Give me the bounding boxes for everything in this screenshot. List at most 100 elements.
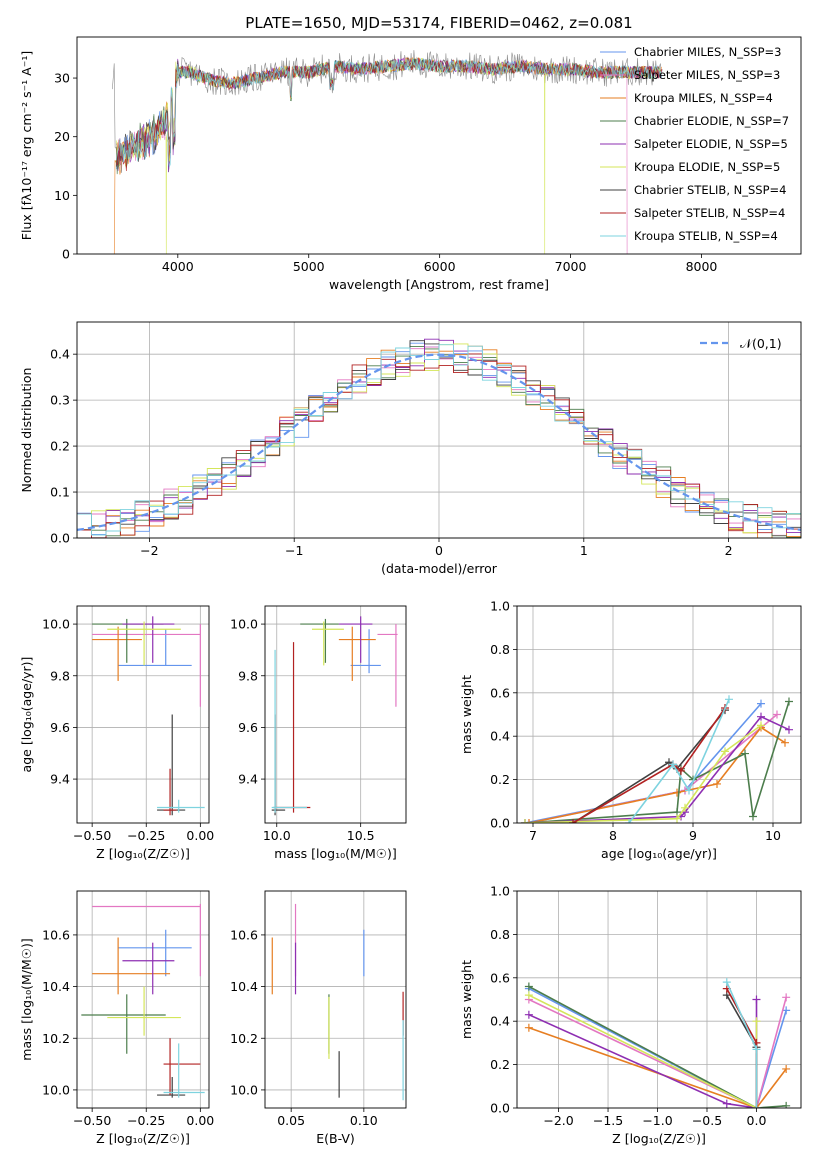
x-tick-label: 7000 <box>555 259 587 274</box>
y-axis-label: mass weight <box>459 960 474 1039</box>
weight-line-salpeter-miles <box>528 713 778 823</box>
weight-point-kroupa-elodie <box>757 721 765 730</box>
weight-point-kroupa-stelib <box>725 695 733 704</box>
histogram-salpeter-stelib <box>77 353 801 538</box>
x-tick-label: 4000 <box>162 259 194 274</box>
normal-curve <box>77 353 801 531</box>
y-tick-label: 9.4 <box>238 772 258 787</box>
x-tick-label: 8 <box>609 828 617 843</box>
y-tick-label: 10.0 <box>230 617 258 632</box>
weight-point-kroupa-miles <box>525 819 533 823</box>
y-tick-label: 9.8 <box>238 668 258 683</box>
x-tick-label: −1.0 <box>642 1113 672 1128</box>
weight-line-salpeter-stelib <box>726 988 758 1108</box>
y-axis-label: Normed distribution <box>19 368 34 493</box>
y-tick-label: 0.4 <box>490 729 510 744</box>
weight-point-kroupa-elodie <box>521 819 529 823</box>
weight-point-kroupa-stelib <box>669 760 677 769</box>
weight-point-kroupa-stelib <box>685 786 693 795</box>
x-axis-label: Z [log₁₀(Z/Z☉)] <box>612 1131 706 1146</box>
x-tick-label: 10 <box>765 828 781 843</box>
x-tick-label: 8000 <box>686 259 718 274</box>
weight-point-kroupa-elodie <box>524 991 533 1000</box>
y-tick-label: 1.0 <box>490 599 510 614</box>
weight-point-kroupa-stelib <box>625 819 633 823</box>
y-tick-label: 20 <box>54 129 70 144</box>
y-tick-label: 10.2 <box>42 1031 70 1046</box>
x-tick-label: 6000 <box>424 259 456 274</box>
mass-vs-ebv-panel: 0.05 0.10 10.0 10.2 10.4 10.6 E(B-V) <box>230 890 407 1146</box>
y-tick-label: 10.0 <box>42 617 70 632</box>
weight-point-salpeter-elodie <box>757 712 765 721</box>
weight-point-kroupa-miles <box>781 738 789 747</box>
weight-point-kroupa-elodie <box>673 814 681 823</box>
x-tick-label: 9 <box>689 828 697 843</box>
axes-frame <box>264 605 407 824</box>
x-tick-label: 0.05 <box>277 1113 305 1128</box>
weight-line-salpeter-miles <box>528 997 787 1108</box>
weight-point-kroupa-elodie <box>721 747 729 756</box>
massweight-vs-age-panel: 7 8 9 10 0.0 0.2 0.4 0.6 0.8 1.0 age [log₁₀(age/yr… <box>459 599 802 861</box>
weight-point-chabrier-elodie <box>782 1101 791 1108</box>
x-tick-label: 5000 <box>293 259 325 274</box>
y-tick-label: 0 <box>62 247 70 262</box>
weight-point-salpeter-elodie <box>524 1010 533 1019</box>
weight-line-kroupa-miles <box>528 726 786 823</box>
axes-frame <box>76 605 210 824</box>
spectrum-line-salpeter-miles <box>115 56 662 254</box>
chart-title: PLATE=1650, MJD=53174, FIBERID=0462, z=0… <box>245 14 632 32</box>
axes-frame <box>516 890 802 1109</box>
x-axis-label: Z [log₁₀(Z/Z☉)] <box>96 1131 190 1146</box>
axes-frame <box>516 605 802 824</box>
y-tick-label: 0.0 <box>50 531 70 546</box>
residual-histograms <box>77 338 801 538</box>
x-tick-label: −2 <box>140 543 158 558</box>
weight-line-kroupa-stelib <box>628 698 730 823</box>
y-tick-label: 10.2 <box>230 1031 258 1046</box>
spectrum-legend: Chabrier MILES, N_SSP=3 Salpeter MILES, N… <box>600 45 789 243</box>
weight-point-salpeter-miles <box>773 710 781 719</box>
legend-label: Chabrier STELIB, N_SSP=4 <box>634 183 786 197</box>
x-axis-label: age [log₁₀(age/yr)] <box>601 846 717 861</box>
legend-label: Salpeter STELIB, N_SSP=4 <box>634 206 785 220</box>
legend-label: Chabrier MILES, N_SSP=3 <box>634 45 781 59</box>
error-bars <box>81 903 205 1098</box>
weight-point-chabrier-elodie <box>524 982 533 991</box>
y-tick-label: 10.0 <box>42 1082 70 1097</box>
weight-line-chabrier-elodie <box>528 985 787 1108</box>
x-tick-label: −0.5 <box>692 1113 722 1128</box>
weight-line-chabrier-elodie <box>524 701 790 823</box>
weight-line-salpeter-stelib <box>572 707 726 823</box>
weight-line-chabrier-miles <box>528 987 787 1108</box>
weight-point-salpeter-stelib <box>677 766 685 775</box>
y-tick-label: 10.6 <box>230 927 258 942</box>
age-vs-z-panel: −0.50 −0.25 0.00 9.4 9.6 9.8 10.0 Z [log₁₀(Z/Z☉… <box>19 605 214 861</box>
weight-line-chabrier-stelib <box>572 709 726 823</box>
weight-line-kroupa-elodie <box>528 994 758 1108</box>
y-tick-label: 0.4 <box>490 1014 510 1029</box>
legend-label: Kroupa MILES, N_SSP=4 <box>634 91 773 105</box>
spectrum-line-kroupa-stelib <box>115 57 662 168</box>
y-tick-label: 10.0 <box>230 1082 258 1097</box>
y-axis-label: age [log₁₀(age/yr)] <box>19 657 34 773</box>
weight-point-salpeter-elodie <box>722 1099 731 1108</box>
mass-vs-z-panel: −0.50 −0.25 0.00 10.0 10.2 10.4 10.6 Z [log₁₀(Z… <box>19 890 214 1146</box>
y-tick-label: 0.2 <box>490 772 510 787</box>
x-tick-label: −2.0 <box>543 1113 573 1128</box>
x-tick-label: 0.00 <box>186 828 214 843</box>
legend-label: 𝒩(0,1) <box>740 336 782 351</box>
x-axis-label: Z [log₁₀(Z/Z☉)] <box>96 846 190 861</box>
x-tick-label: −1 <box>285 543 303 558</box>
weight-point-salpeter-miles <box>782 993 791 1002</box>
x-axis-label: E(B-V) <box>316 1131 355 1146</box>
x-tick-label: −0.25 <box>127 1113 165 1128</box>
spectrum-line-kroupa-miles <box>113 56 662 254</box>
y-tick-label: 0.6 <box>490 685 510 700</box>
y-tick-label: 9.6 <box>50 720 70 735</box>
x-tick-label: 0.0 <box>747 1113 767 1128</box>
histogram-kroupa-stelib <box>77 344 801 536</box>
y-axis-label: mass weight <box>459 675 474 754</box>
x-tick-label: 0.00 <box>186 1113 214 1128</box>
x-tick-label: −0.50 <box>73 828 111 843</box>
legend-label: Kroupa STELIB, N_SSP=4 <box>634 229 778 243</box>
